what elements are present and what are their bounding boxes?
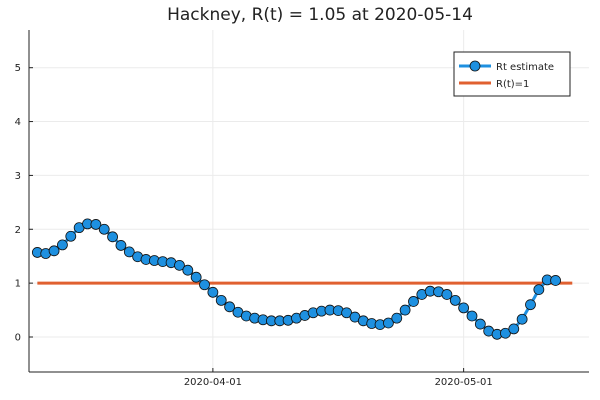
rt-estimate-point <box>341 307 353 319</box>
x-ticks: 2020-04-01 2020-05-01 <box>184 368 493 388</box>
rt-estimate-point <box>474 318 486 330</box>
legend-marker-rt-estimate <box>469 60 481 72</box>
rt-estimate-point <box>207 286 219 298</box>
rt-estimate-point <box>391 312 403 324</box>
chart-title: Hackney, R(t) = 1.05 at 2020-05-14 <box>167 5 473 25</box>
rt-estimate-point <box>399 304 411 316</box>
series <box>31 218 573 340</box>
x-tick-label: 2020-04-01 <box>184 377 242 388</box>
y-tick-label: 4 <box>15 117 21 128</box>
rt-estimate-point <box>449 294 461 306</box>
rt-estimate-point <box>408 296 419 307</box>
rt-estimate-point <box>123 246 135 258</box>
y-tick-label: 3 <box>15 171 21 182</box>
rt-estimate-point <box>199 279 210 291</box>
legend-box <box>453 51 571 97</box>
y-tick-label: 0 <box>15 332 21 343</box>
rt-estimate-point <box>65 230 77 242</box>
x-tick-label: 2020-05-01 <box>435 377 493 388</box>
legend-label-rt-estimate: Rt estimate <box>496 62 554 73</box>
y-ticks: 0 1 2 3 4 5 <box>15 63 33 343</box>
y-tick-label: 2 <box>15 225 21 236</box>
y-tick-label: 5 <box>15 63 21 74</box>
legend-label-r-equals-1: R(t)=1 <box>496 79 529 90</box>
rt-estimate-point <box>48 245 60 257</box>
rt-estimate-point <box>107 231 118 243</box>
rt-estimate-point <box>98 223 110 235</box>
rt-estimate-point <box>190 271 202 283</box>
rt-estimate-point <box>115 240 127 251</box>
rt-estimate-point <box>550 275 561 286</box>
y-tick-label: 1 <box>15 279 21 290</box>
rt-estimate-point <box>533 284 545 296</box>
rt-estimate-point <box>525 299 536 311</box>
rt-estimate-point <box>215 294 227 306</box>
rt-estimate-point <box>90 219 102 230</box>
rt-estimate-point <box>224 301 236 313</box>
rt-estimate-point <box>516 313 528 325</box>
rt-estimate-point <box>57 239 68 251</box>
rt-estimate-point <box>500 327 511 339</box>
rt-estimate-point <box>458 302 470 314</box>
rt-estimate-point <box>441 289 453 300</box>
rt-estimate-point <box>382 317 394 329</box>
rt-estimate-point <box>466 310 478 322</box>
legend: Rt estimate R(t)=1 <box>453 51 571 97</box>
rt-estimate-point <box>508 323 520 335</box>
rt-estimate-point <box>182 264 194 276</box>
axes <box>28 30 589 373</box>
rt-estimate-point <box>174 259 185 271</box>
